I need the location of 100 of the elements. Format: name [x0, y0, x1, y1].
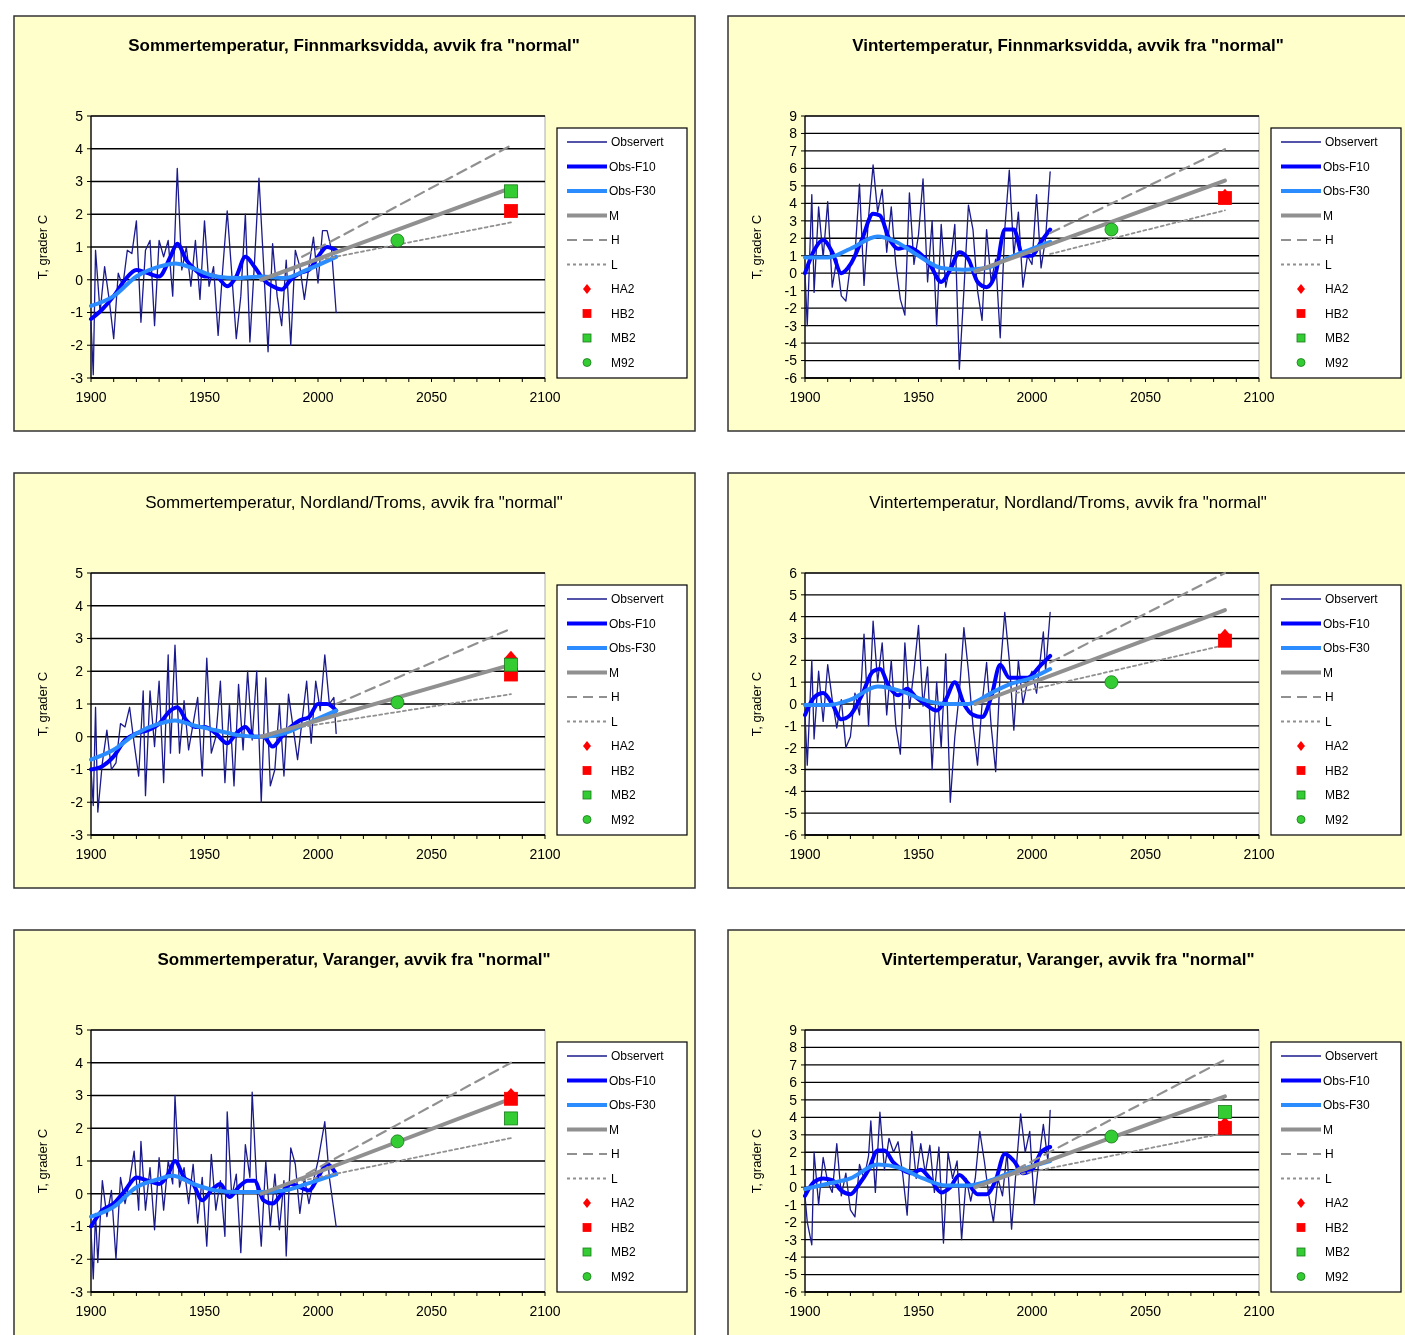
y-tick-label: -4 — [784, 783, 798, 800]
y-tick-label: 6 — [789, 564, 798, 581]
y-tick-label: 0 — [789, 695, 798, 712]
legend-label: M — [1323, 665, 1333, 680]
legend-label: Observert — [611, 135, 665, 150]
x-tick-label: 2000 — [302, 846, 334, 862]
y-tick-label: 3 — [75, 173, 84, 190]
y-tick-label: -2 — [70, 1251, 84, 1268]
x-tick-label: 2000 — [302, 1303, 334, 1319]
point — [1218, 1120, 1232, 1135]
y-tick-label: 5 — [75, 564, 84, 581]
legend-label: Obs-F10 — [1323, 1073, 1371, 1088]
y-tick-label: 4 — [789, 195, 798, 212]
y-tick-label: 0 — [75, 728, 84, 745]
x-tick-label: 2000 — [1016, 846, 1048, 862]
y-tick-label: -2 — [70, 794, 84, 811]
legend-label: MB2 — [611, 331, 636, 346]
legend-label: Obs-F10 — [609, 159, 657, 174]
point — [390, 1134, 405, 1149]
point — [1218, 633, 1232, 648]
line-series — [90, 644, 337, 813]
y-tick-label: -1 — [784, 282, 798, 299]
legend-label: MB2 — [611, 788, 636, 803]
legend-label: HA2 — [1325, 282, 1349, 297]
legend-label: Observert — [1325, 1049, 1379, 1064]
point — [390, 233, 405, 248]
point — [504, 657, 518, 672]
line-series — [803, 667, 1053, 708]
legend-label: HB2 — [611, 306, 635, 321]
y-tick-label: 0 — [789, 265, 798, 282]
legend-label: L — [1325, 1171, 1332, 1186]
x-tick-label: 1950 — [902, 389, 935, 405]
legend-label: L — [611, 257, 618, 272]
x-tick-label: 1950 — [188, 846, 221, 862]
x-tick-label: 1900 — [75, 846, 107, 862]
y-tick-label: 1 — [789, 247, 798, 264]
x-tick-label: 2100 — [529, 389, 561, 405]
y-tick-label: 5 — [789, 586, 798, 603]
point — [1104, 675, 1119, 690]
legend-label: H — [1325, 690, 1334, 705]
x-tick-label: 2100 — [529, 846, 561, 862]
y-tick-label: 8 — [789, 1039, 798, 1056]
y-tick-label: 1 — [75, 238, 84, 255]
y-tick-label: 2 — [75, 1120, 84, 1137]
y-tick-label: 4 — [789, 1109, 798, 1126]
y-tick-label: -2 — [784, 300, 798, 317]
y-tick-label: 9 — [789, 107, 798, 124]
y-tick-label: -5 — [784, 1266, 798, 1283]
y-tick-label: 0 — [75, 271, 84, 288]
y-tick-label: -5 — [784, 805, 798, 822]
y-tick-label: 3 — [789, 1126, 798, 1143]
legend-label: Obs-F30 — [1323, 184, 1371, 199]
x-tick-label: 1900 — [789, 1303, 821, 1319]
y-tick-label: -1 — [70, 1218, 84, 1235]
legend-label: Observert — [1325, 592, 1379, 607]
x-tick-label: 2100 — [529, 1303, 561, 1319]
chart-title: Vintertemperatur, Finnmarksvidda, avvik fra "normal" — [852, 36, 1284, 55]
legend-label: Obs-F30 — [1323, 1098, 1371, 1113]
point — [1218, 1105, 1232, 1119]
y-axis-title: T, grader C — [35, 214, 50, 280]
legend-label: H — [611, 690, 620, 705]
x-tick-label: 2050 — [1129, 846, 1162, 862]
x-tick-label: 1950 — [902, 846, 935, 862]
line-series — [804, 611, 1051, 803]
legend-label: MB2 — [1325, 331, 1350, 346]
legend-label: Obs-F30 — [609, 184, 657, 199]
y-axis-title: T, grader C — [749, 1128, 764, 1194]
x-tick-label: 2050 — [1129, 389, 1162, 405]
y-tick-label: 4 — [75, 140, 84, 157]
y-tick-label: -1 — [70, 304, 84, 321]
legend-label: M — [609, 208, 619, 223]
legend-label: H — [1325, 1147, 1334, 1162]
legend-label: M — [1323, 1122, 1333, 1137]
y-tick-label: 6 — [789, 1074, 798, 1091]
y-tick-label: -3 — [70, 1283, 84, 1300]
legend-label: L — [611, 714, 618, 729]
y-tick-label: 1 — [75, 1152, 84, 1169]
line-series — [90, 1091, 337, 1280]
legend-label: L — [1325, 257, 1332, 272]
y-axis-title: T, grader C — [35, 1128, 50, 1194]
x-tick-label: 2050 — [415, 846, 448, 862]
y-tick-label: -6 — [784, 369, 798, 386]
point — [504, 1111, 518, 1126]
y-tick-label: 2 — [75, 663, 84, 680]
legend-label: M92 — [611, 355, 635, 370]
y-tick-label: 5 — [75, 1021, 84, 1038]
legend-label: HA2 — [611, 1196, 635, 1211]
legend-label: MB2 — [611, 1245, 636, 1260]
x-tick-label: 2050 — [415, 389, 448, 405]
y-tick-label: -1 — [784, 717, 798, 734]
y-tick-label: 3 — [75, 1087, 84, 1104]
y-axis-title: T, grader C — [35, 671, 50, 737]
y-tick-label: -4 — [784, 1248, 798, 1265]
chart-title: Vintertemperatur, Varanger, avvik fra "normal" — [881, 950, 1255, 969]
legend-label: HB2 — [1325, 1220, 1349, 1235]
y-tick-label: 0 — [75, 1185, 84, 1202]
y-tick-label: -3 — [784, 317, 798, 334]
legend-label: HB2 — [1325, 306, 1349, 321]
legend-label: M — [1323, 208, 1333, 223]
y-tick-label: 2 — [75, 206, 84, 223]
